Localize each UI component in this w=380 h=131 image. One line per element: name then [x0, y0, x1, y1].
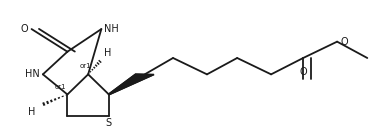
Text: O: O [299, 67, 307, 78]
Polygon shape [108, 74, 154, 94]
Text: NH: NH [105, 24, 119, 34]
Text: or1: or1 [79, 63, 91, 69]
Text: O: O [20, 24, 28, 34]
Text: or1: or1 [55, 84, 66, 90]
Text: S: S [106, 118, 112, 128]
Polygon shape [108, 74, 154, 94]
Text: H: H [104, 48, 111, 58]
Text: or1: or1 [130, 76, 141, 82]
Text: H: H [28, 107, 35, 117]
Text: HN: HN [25, 69, 40, 79]
Text: O: O [340, 37, 348, 47]
